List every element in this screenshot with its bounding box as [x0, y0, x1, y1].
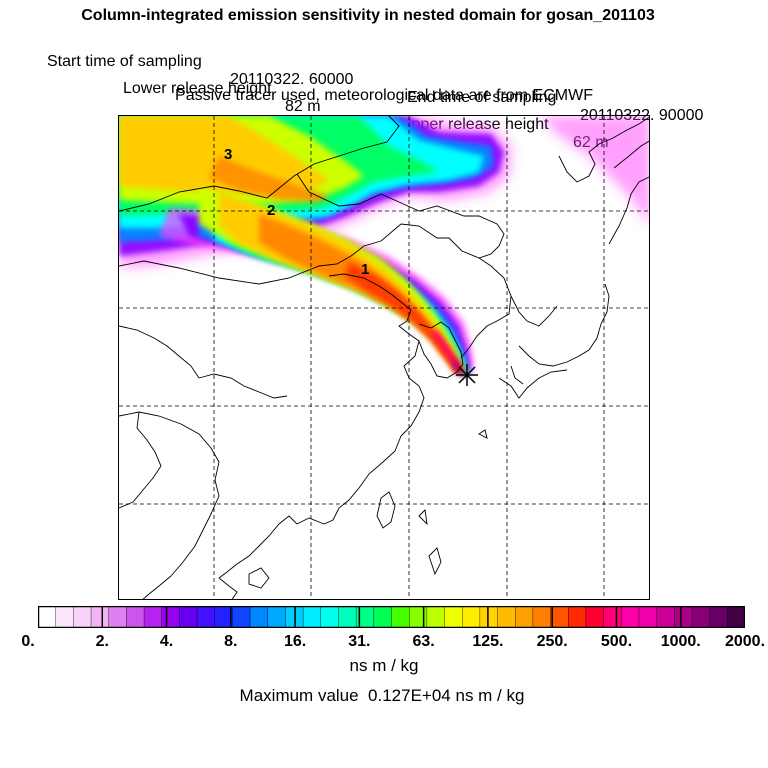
start-time-label: Start time of sampling — [47, 53, 202, 70]
colorbar-cell — [638, 606, 658, 628]
colorbar-cell — [656, 606, 676, 628]
colorbar-tick-label: 8. — [224, 633, 238, 650]
colorbar-cell — [320, 606, 340, 628]
tracer-note: Passive tracer used, meteorological data… — [175, 87, 593, 104]
colorbar-cell — [302, 606, 322, 628]
colorbar-units: ns m / kg — [349, 656, 419, 675]
colorbar-cell — [161, 606, 181, 628]
colorbar-cell — [38, 606, 57, 628]
colorbar-cell — [73, 606, 92, 628]
colorbar-cell — [373, 606, 393, 628]
colorbar-tick-label: 0. — [21, 633, 35, 650]
colorbar-tick-label: 500. — [600, 633, 633, 650]
colorbar-cell — [408, 606, 428, 628]
plume-band — [345, 262, 461, 374]
colorbar-cell — [515, 606, 534, 628]
colorbar-cell — [709, 606, 729, 628]
colorbar-cell — [391, 606, 410, 628]
maximum-value-label: Maximum value — [239, 686, 359, 705]
colorbar-tick-label: 125. — [472, 633, 504, 650]
colorbar-cell — [196, 606, 216, 628]
colorbar-cell — [497, 606, 517, 628]
plume-band — [259, 214, 459, 372]
plume-band — [159, 208, 474, 378]
map-panel: 1 2 3 — [118, 115, 650, 600]
colorbar-tick-label: 31. — [348, 633, 371, 650]
colorbar-cell — [568, 606, 587, 628]
colorbar-cell — [90, 606, 110, 628]
colorbar-tick-label: 16. — [283, 633, 307, 650]
colorbar-tick-label: 250. — [536, 633, 568, 650]
plume-band — [539, 116, 649, 224]
colorbar-cell — [727, 606, 745, 628]
colorbar-cell — [232, 606, 251, 628]
colorbar-cell — [338, 606, 357, 628]
colorbar-cell — [143, 606, 163, 628]
sensitivity-map: 1 2 3 — [119, 116, 649, 599]
plume-field — [119, 116, 649, 378]
colorbar-tick-label: 2. — [95, 633, 109, 650]
colorbar-tick-label: 1000. — [660, 633, 701, 650]
lower-height-label: Lower release height — [123, 80, 272, 97]
colorbar-cell — [108, 606, 128, 628]
colorbar-cell — [462, 606, 481, 628]
colorbar-tick-label: 2000. — [724, 633, 766, 650]
colorbar-tick-label: 63. — [412, 633, 435, 650]
plume-band — [209, 156, 329, 202]
day-label-2: 2 — [267, 202, 275, 219]
graticule — [119, 116, 649, 599]
colorbar-cell — [249, 606, 269, 628]
coastlines-and-borders — [119, 116, 649, 599]
colorbar-cell — [426, 606, 446, 628]
maximum-value: Maximum value 0.127E+04 ns m / kg — [0, 686, 766, 706]
colorbar-cell — [674, 606, 693, 628]
start-time-value: 20110322. 60000 — [230, 71, 354, 88]
colorbar-cell — [444, 606, 464, 628]
colorbar-cell — [179, 606, 198, 628]
colorbar-cell — [479, 606, 499, 628]
colorbar-cell — [532, 606, 552, 628]
colorbar-cell — [267, 606, 287, 628]
colorbar-tick-label: 4. — [159, 633, 174, 650]
maximum-value-number: 0.127E+04 ns m / kg — [368, 686, 525, 705]
end-time-label: End time of sampling — [407, 89, 557, 106]
colorbar-cell — [55, 606, 75, 628]
colorbar-cell — [603, 606, 623, 628]
colorbar-cell — [585, 606, 605, 628]
asterisk-icon — [456, 364, 478, 386]
day-label-3: 3 — [224, 146, 232, 163]
lower-height-value: 82 m — [285, 98, 321, 115]
colorbar-cell — [691, 606, 711, 628]
figure-title: Column-integrated emission sensitivity i… — [81, 7, 655, 24]
colorbar-cell — [126, 606, 145, 628]
plume-band — [119, 116, 329, 194]
colorbar-cell — [621, 606, 640, 628]
colorbar — [38, 606, 745, 628]
colorbar-cell — [550, 606, 570, 628]
day-label-1: 1 — [361, 261, 369, 278]
